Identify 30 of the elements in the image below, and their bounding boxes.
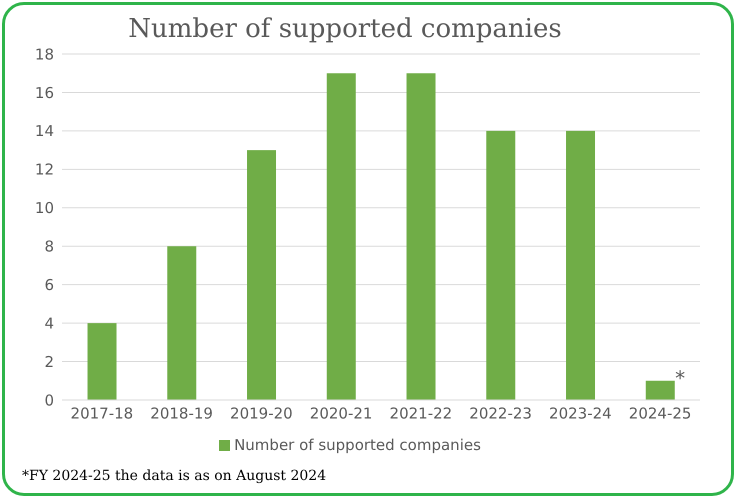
y-tick-label: 8 bbox=[44, 238, 54, 256]
bar bbox=[486, 130, 516, 400]
x-tick-label: 2020-21 bbox=[310, 404, 372, 423]
bar bbox=[566, 130, 596, 400]
x-tick-label: 2021-22 bbox=[390, 404, 452, 423]
y-tick-label: 18 bbox=[34, 45, 54, 64]
bar bbox=[167, 246, 196, 400]
annotation: * bbox=[675, 366, 686, 390]
bar bbox=[406, 73, 436, 400]
x-tick-label: 2018-19 bbox=[150, 404, 213, 423]
x-tick-label: 2017-18 bbox=[70, 404, 134, 423]
y-tick-label: 16 bbox=[34, 84, 54, 102]
y-tick-label: 14 bbox=[34, 122, 54, 140]
bar bbox=[247, 150, 276, 400]
legend-label: Number of supported companies bbox=[234, 436, 481, 454]
y-tick-label: 2 bbox=[44, 352, 54, 371]
bar bbox=[326, 73, 356, 400]
text: *FY 2024-25 the data is as on August 2024 bbox=[22, 468, 326, 484]
y-tick-label: 4 bbox=[44, 314, 54, 332]
y-tick-label: 0 bbox=[44, 391, 54, 410]
chart-title: Number of supported companies bbox=[127, 14, 563, 44]
x-tick-label: 2023-24 bbox=[549, 404, 612, 423]
x-tick-label: 2019-20 bbox=[230, 404, 293, 423]
x-tick-label: 2024-25 bbox=[628, 404, 692, 423]
y-tick-label: 12 bbox=[34, 160, 54, 179]
bar bbox=[646, 380, 675, 400]
y-tick-label: 10 bbox=[34, 199, 54, 218]
bar bbox=[88, 323, 117, 400]
x-tick-label: 2022-23 bbox=[469, 404, 532, 423]
y-tick-label: 6 bbox=[44, 276, 54, 294]
